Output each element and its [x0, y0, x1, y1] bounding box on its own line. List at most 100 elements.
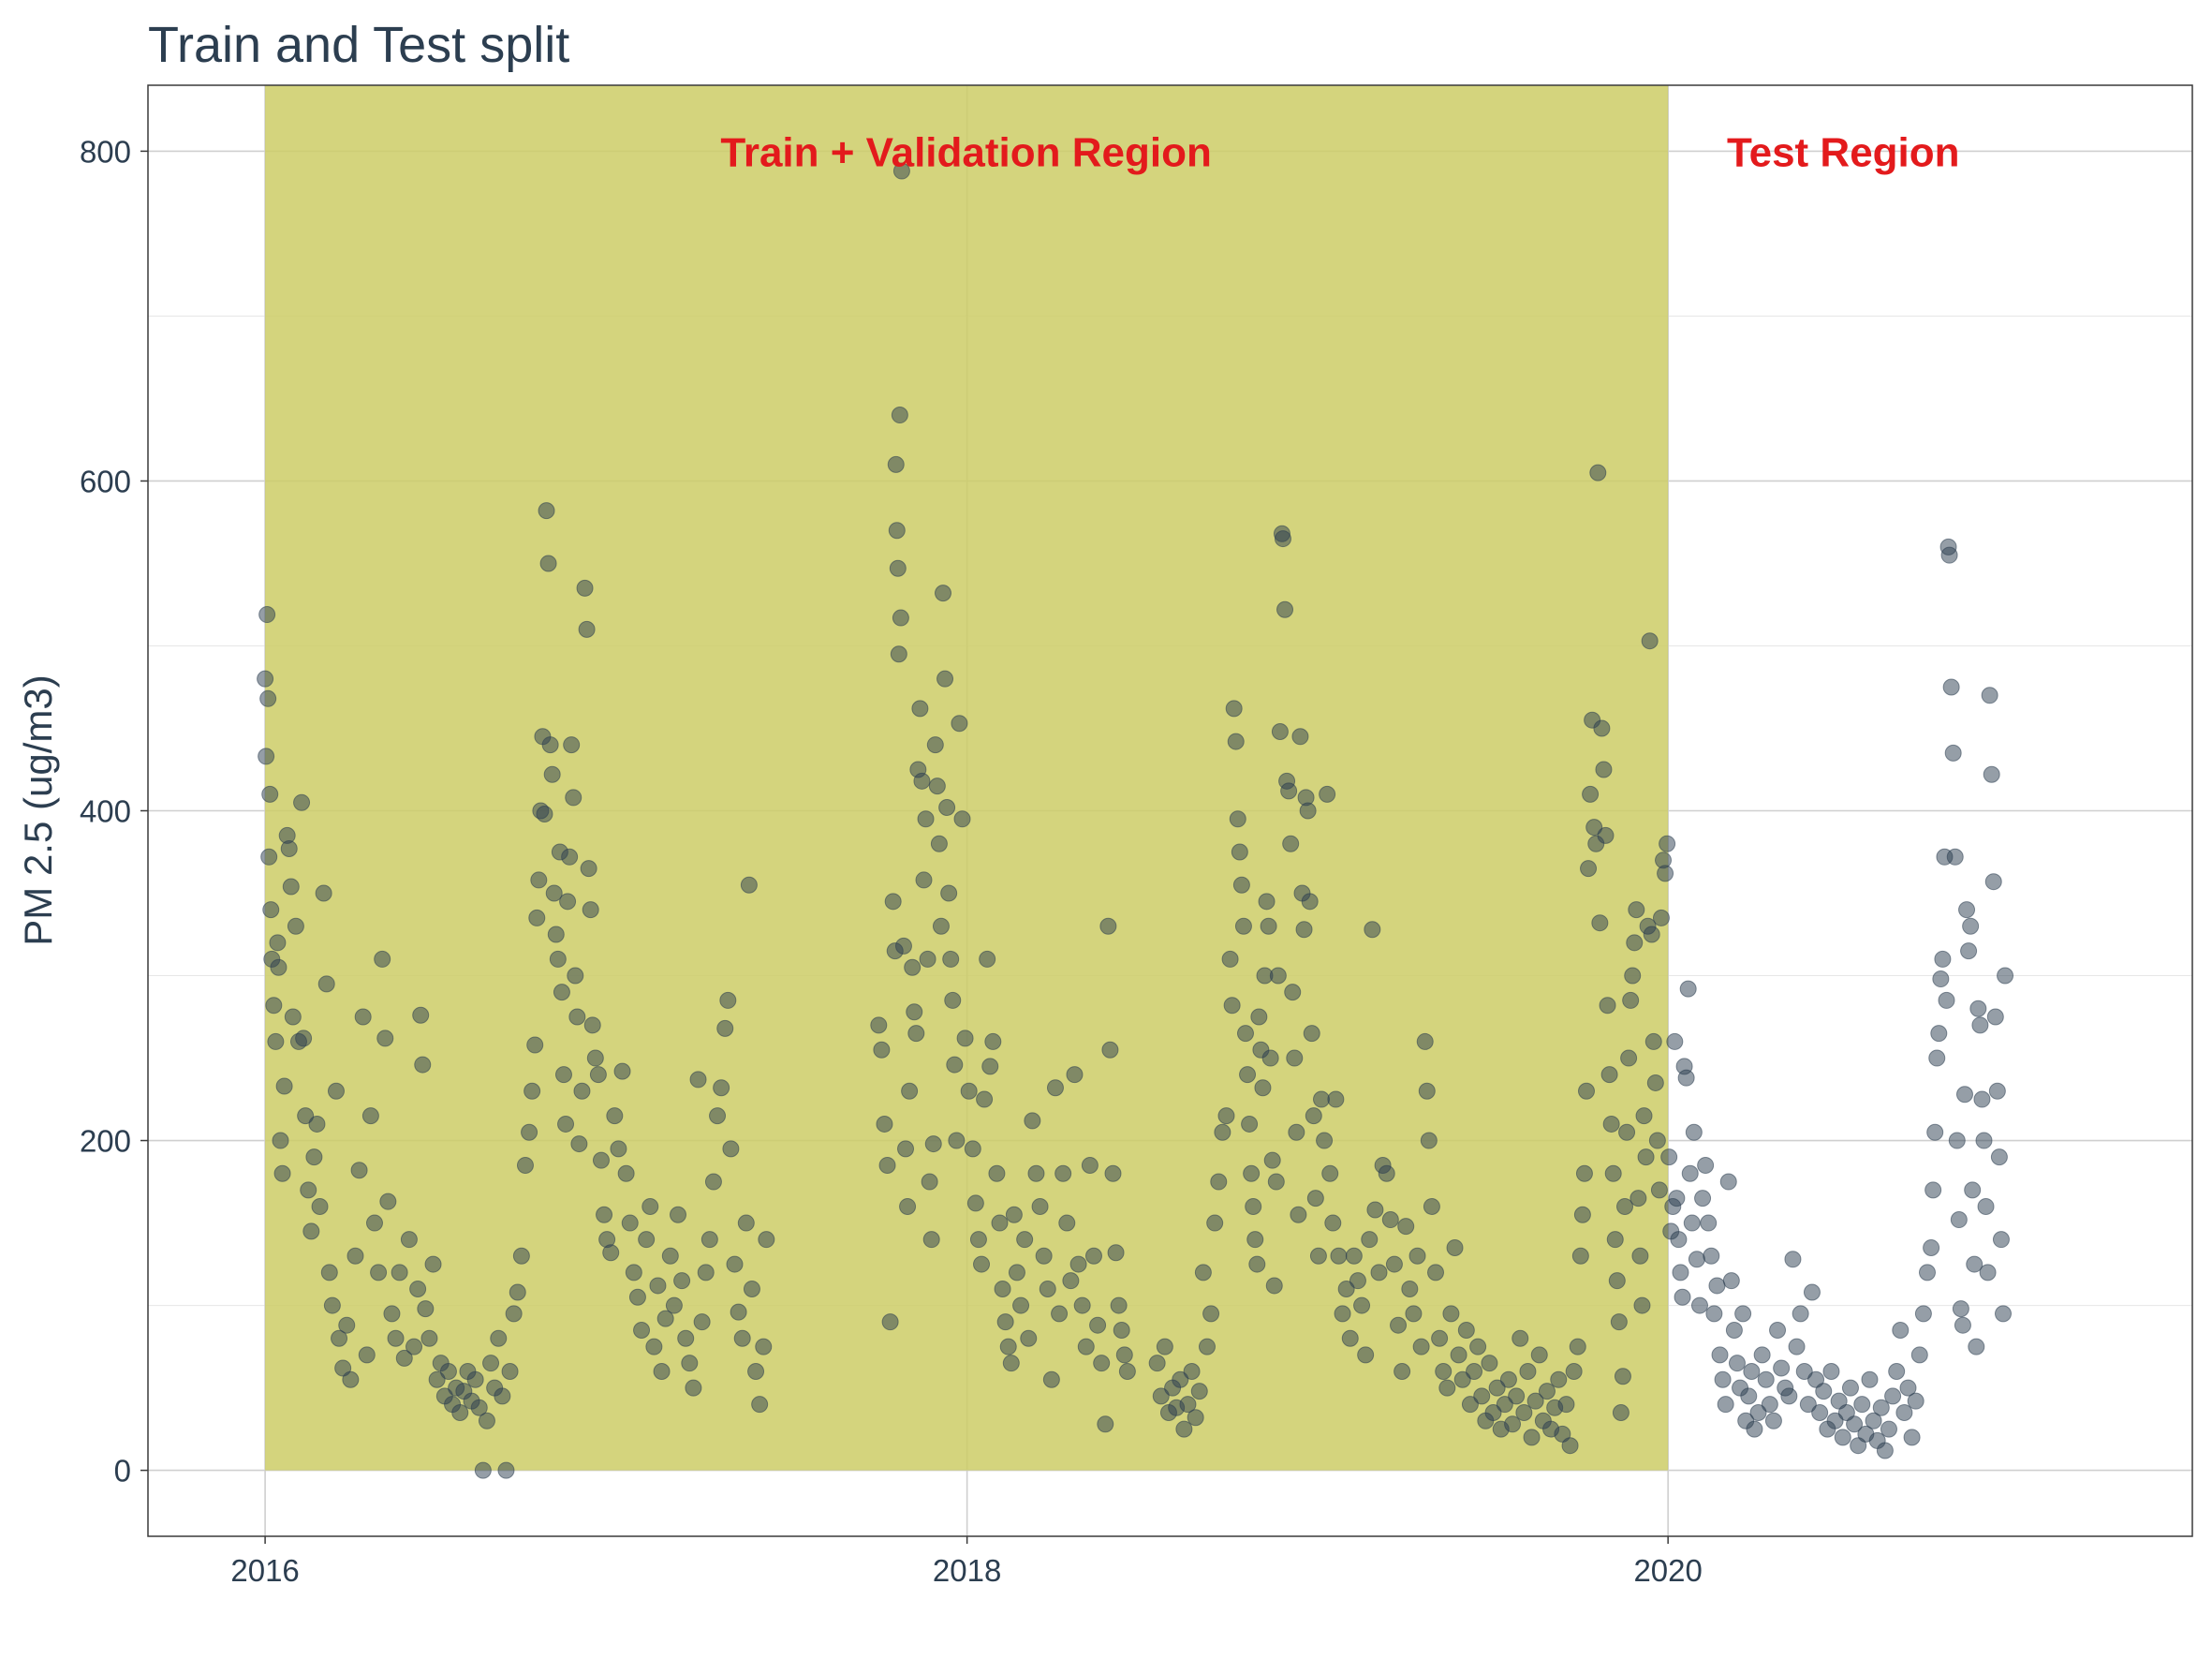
data-point: [596, 1206, 613, 1223]
data-point: [709, 1107, 727, 1125]
data-point: [1834, 1429, 1851, 1446]
data-point: [1628, 901, 1645, 919]
data-point: [1515, 1403, 1533, 1421]
data-point: [563, 736, 581, 754]
data-point: [258, 606, 276, 624]
data-point: [1679, 980, 1697, 998]
data-point: [1888, 1362, 1906, 1380]
data-point: [1670, 1231, 1688, 1249]
data-point: [948, 1132, 966, 1149]
data-point: [1924, 1181, 1942, 1199]
data-point: [1020, 1329, 1038, 1347]
data-point: [1764, 1412, 1782, 1429]
data-point: [561, 848, 579, 866]
data-point: [1769, 1321, 1787, 1339]
data-point: [1175, 1420, 1193, 1438]
data-point: [921, 1173, 938, 1191]
data-point: [613, 1062, 631, 1080]
data-point: [1595, 761, 1613, 778]
data-point: [1295, 921, 1313, 939]
data-point: [1438, 1379, 1456, 1397]
data-point: [889, 559, 907, 577]
data-point: [960, 1082, 978, 1100]
data-point: [1077, 1338, 1095, 1355]
data-point: [1330, 1247, 1348, 1265]
data-point: [1788, 1338, 1806, 1355]
data-point: [928, 778, 946, 795]
data-point: [1714, 1370, 1732, 1388]
data-point: [1260, 917, 1277, 935]
data-point: [509, 1283, 526, 1301]
data-point: [327, 1082, 345, 1100]
data-point: [320, 1264, 338, 1281]
data-point: [270, 958, 288, 976]
data-point: [490, 1329, 508, 1347]
data-point: [1722, 1272, 1740, 1290]
data-point: [293, 793, 311, 811]
data-point: [1637, 1148, 1655, 1166]
data-point: [1341, 1329, 1359, 1347]
data-point: [1792, 1305, 1809, 1323]
data-point: [1066, 1066, 1084, 1084]
data-point: [1641, 632, 1659, 650]
data-point: [1504, 1415, 1522, 1433]
data-point: [576, 579, 594, 597]
data-point: [300, 1181, 317, 1199]
data-point: [586, 1049, 604, 1067]
data-point: [1024, 1112, 1041, 1130]
data-point: [973, 1255, 991, 1273]
data-point: [892, 609, 909, 627]
data-point: [1245, 1197, 1262, 1215]
data-point: [1910, 1346, 1928, 1364]
data-point: [1039, 1280, 1056, 1297]
data-point: [282, 878, 300, 896]
data-point: [1232, 876, 1250, 894]
data-point: [758, 1231, 775, 1249]
data-point: [331, 1329, 348, 1347]
data-point: [1589, 464, 1607, 481]
data-point: [1573, 1206, 1591, 1223]
data-point: [1179, 1396, 1197, 1414]
data-point: [1652, 909, 1670, 926]
data-point: [697, 1264, 715, 1281]
data-point: [1872, 1399, 1890, 1416]
data-point: [347, 1247, 364, 1265]
region-1-label: Test Region: [1727, 129, 1960, 175]
data-point: [1291, 728, 1309, 746]
data-point: [1394, 1362, 1411, 1380]
data-point: [870, 1016, 888, 1034]
data-point: [1508, 1387, 1526, 1405]
data-point: [1381, 1211, 1399, 1229]
data-point: [1892, 1321, 1910, 1339]
data-point: [350, 1162, 368, 1179]
data-point: [892, 162, 910, 180]
data-point: [1990, 1148, 2008, 1166]
data-point: [919, 950, 936, 968]
data-point: [273, 1164, 291, 1182]
data-point: [1357, 1346, 1375, 1364]
data-point: [1187, 1409, 1204, 1427]
data-point: [1113, 1321, 1130, 1339]
data-point: [1995, 1305, 2013, 1323]
data-point: [1795, 1362, 1813, 1380]
data-point: [311, 1197, 329, 1215]
data-point: [539, 555, 557, 572]
data-point: [258, 748, 275, 765]
data-point: [1309, 1247, 1327, 1265]
data-point: [1700, 1214, 1718, 1232]
data-point: [887, 455, 905, 473]
data-point: [417, 1300, 435, 1318]
data-point: [297, 1107, 315, 1125]
data-point: [1349, 1272, 1366, 1290]
data-point: [1457, 1321, 1475, 1339]
data-point: [888, 522, 906, 540]
data-point: [1286, 1049, 1304, 1067]
data-point: [1571, 1247, 1589, 1265]
data-point: [269, 934, 287, 952]
data-point: [383, 1305, 401, 1323]
data-point: [722, 1140, 740, 1158]
data-point: [512, 1247, 530, 1265]
data-point: [884, 893, 902, 911]
data-point: [653, 1362, 671, 1380]
data-point: [1703, 1247, 1720, 1265]
